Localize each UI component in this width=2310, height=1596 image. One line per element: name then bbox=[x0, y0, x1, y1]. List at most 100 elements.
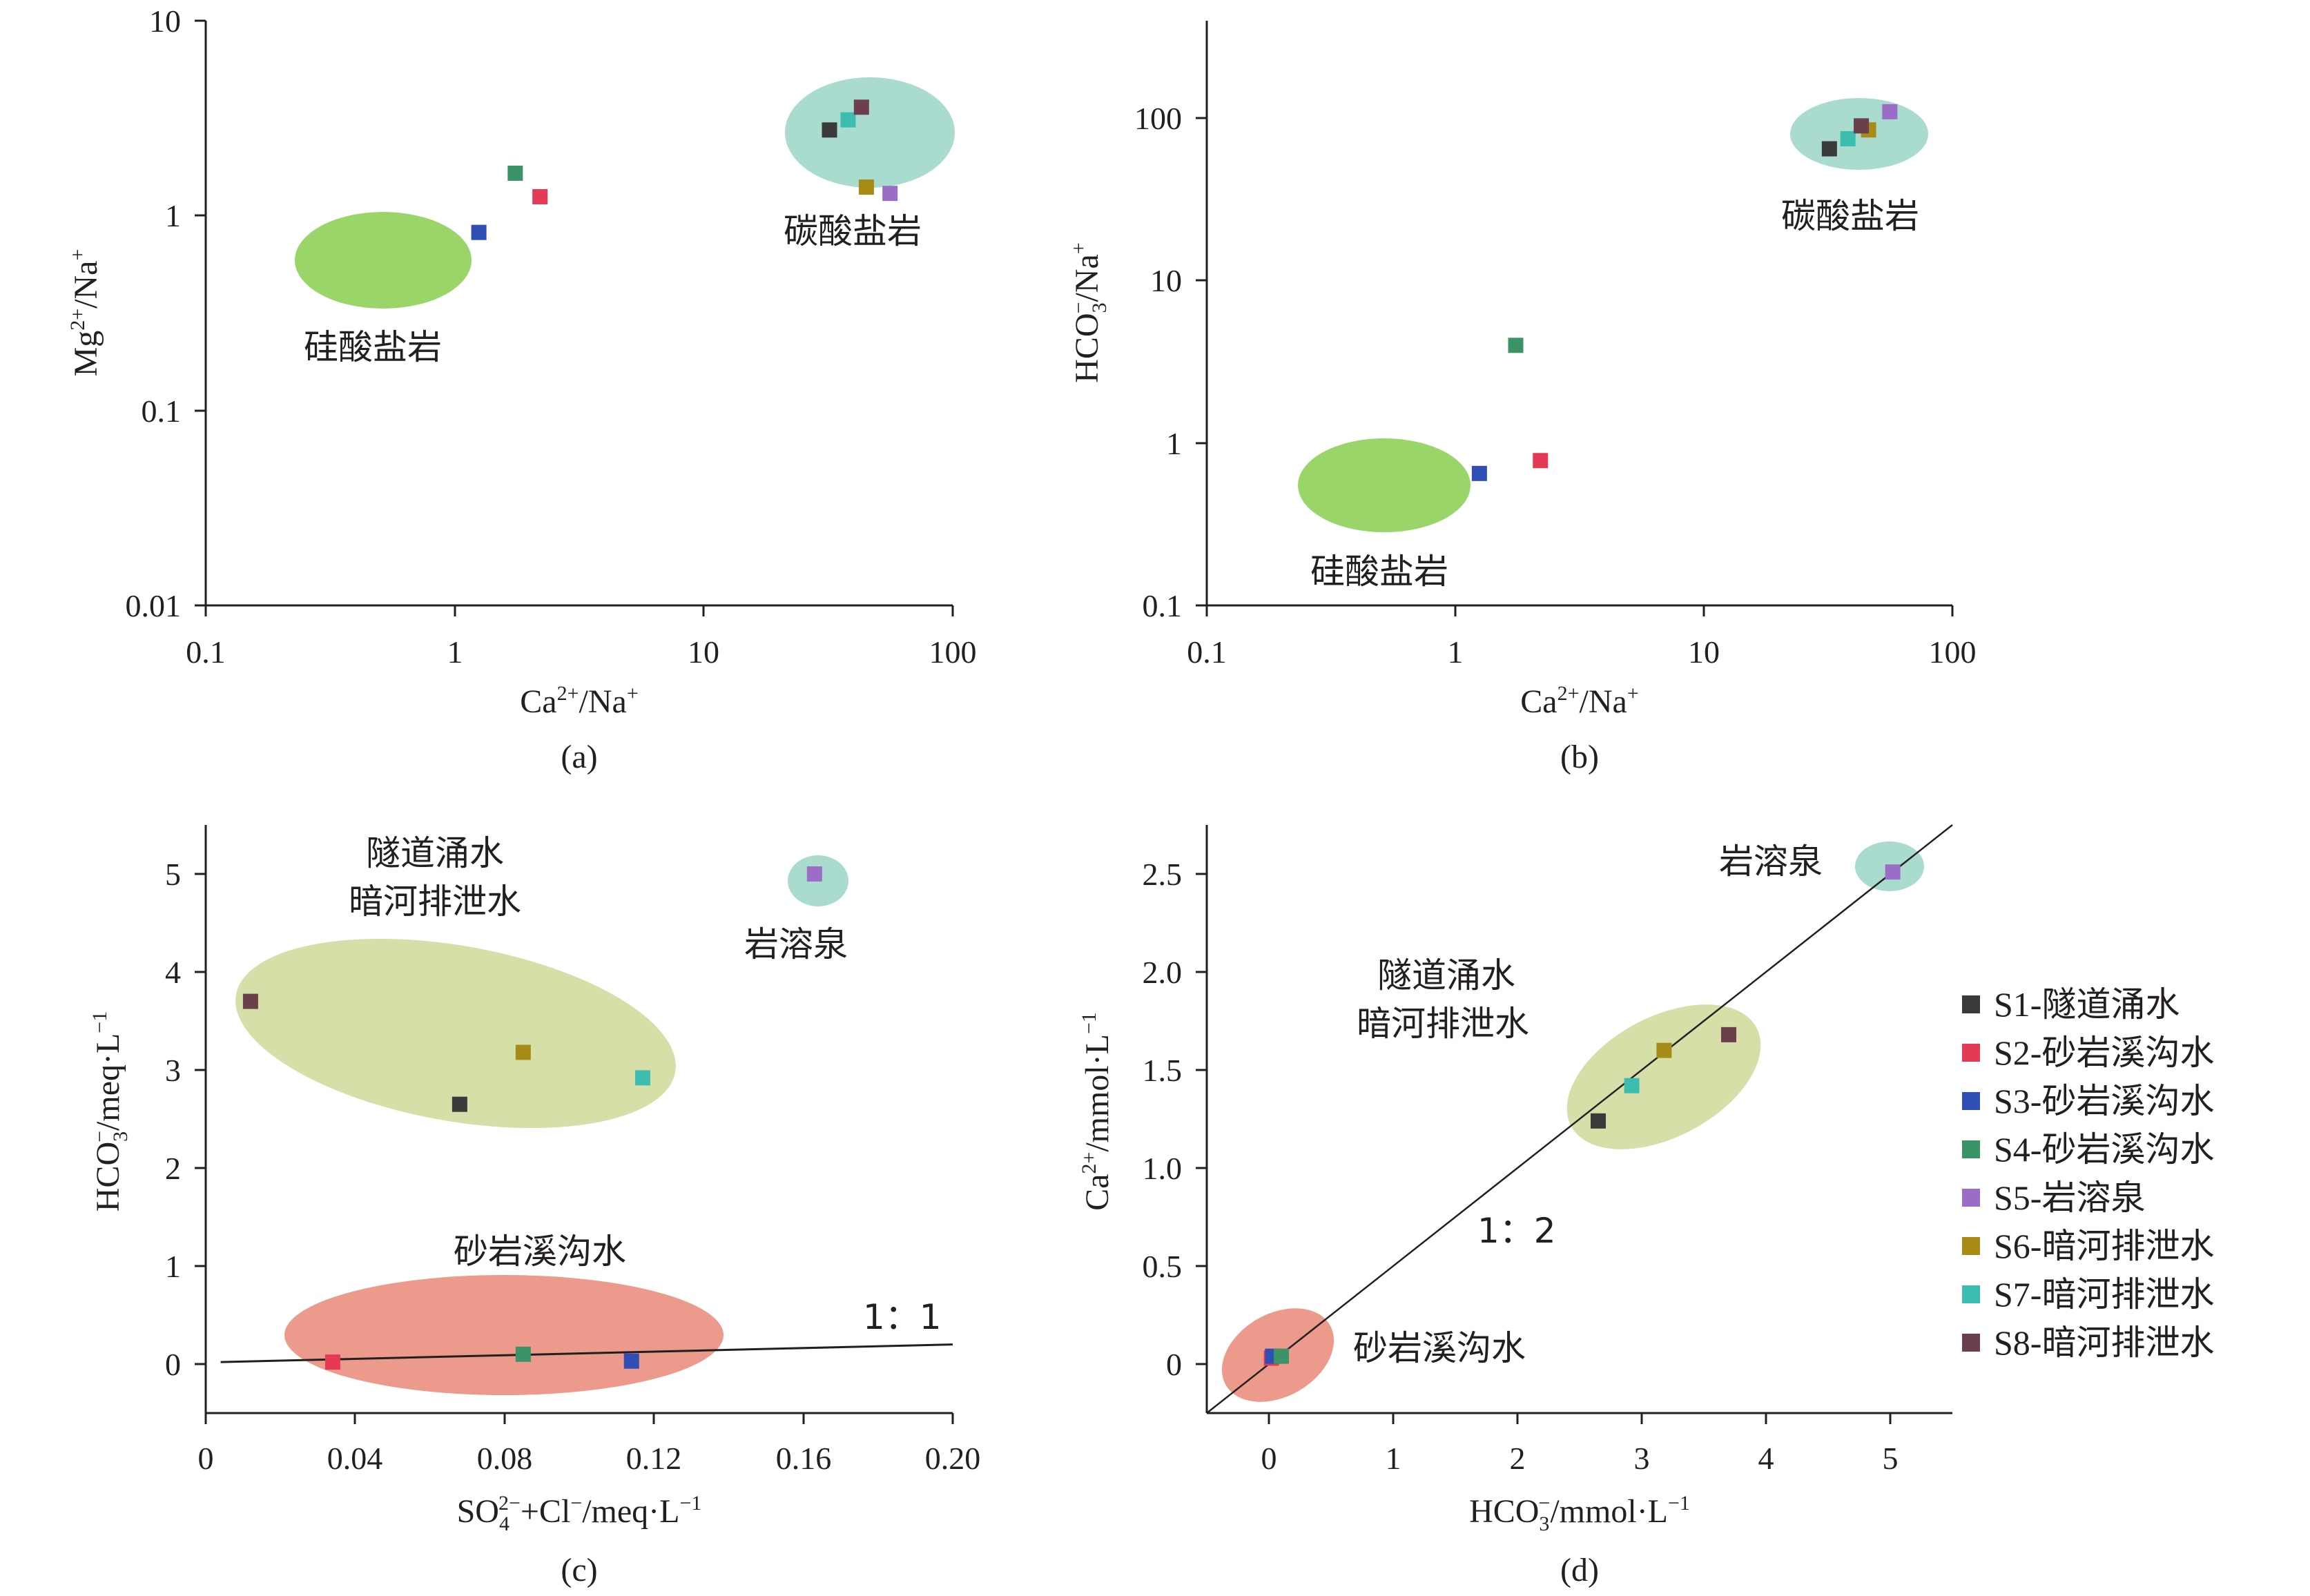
sandstone-region-c bbox=[284, 1275, 724, 1395]
panel-a-points bbox=[471, 99, 898, 240]
data-point-s3 bbox=[1471, 465, 1487, 481]
panel-d-x-tick-label: 4 bbox=[1758, 1441, 1774, 1476]
data-point-s5 bbox=[882, 186, 898, 202]
panel-c-x-axis-label: SO42−+Cl−/meq·L−1 bbox=[457, 1492, 702, 1535]
panel-b-y-tick-label: 100 bbox=[1134, 101, 1182, 136]
panel-a-y-tick-label: 10 bbox=[149, 3, 181, 39]
data-point-s6 bbox=[515, 1044, 531, 1060]
panel-b-y-tick-label: 0.1 bbox=[1143, 588, 1183, 623]
carbonate-label-b: 碳酸盐岩 bbox=[1781, 196, 1919, 236]
panel-b: 碳酸盐岩 硅酸盐岩 0.1 1 10 100 0.1 1 10 100 Ca2+… bbox=[1067, 21, 1977, 775]
panel-b-x-tick-label: 100 bbox=[1929, 634, 1977, 670]
panel-d: 岩溶泉 隧道涌水 暗河排泄水 砂岩溪沟水 1：2 0 1 2 3 4 5 0 bbox=[1078, 824, 1953, 1588]
panel-c-points bbox=[242, 866, 822, 1370]
data-point-s1 bbox=[822, 122, 837, 138]
panel-b-points bbox=[1471, 104, 1898, 481]
legend-label: S5-岩溶泉 bbox=[1994, 1178, 2145, 1217]
panel-b-x-tick-label: 0.1 bbox=[1187, 634, 1227, 670]
panel-c-x-tick-label: 0 bbox=[198, 1441, 214, 1476]
panel-b-regions: 碳酸盐岩 硅酸盐岩 bbox=[1298, 98, 1928, 592]
sandstone-label-c: 砂岩溪沟水 bbox=[454, 1232, 626, 1272]
legend-item-s3: S3-砂岩溪沟水 bbox=[1962, 1082, 2214, 1120]
panel-c-y-tick-label: 4 bbox=[165, 955, 181, 990]
karst-label-d: 岩溶泉 bbox=[1719, 841, 1823, 882]
legend-item-s6: S6-暗河排泄水 bbox=[1962, 1227, 2214, 1265]
legend-swatch bbox=[1962, 1189, 1980, 1207]
data-point-s8 bbox=[1854, 118, 1870, 134]
data-point-s8 bbox=[242, 993, 258, 1009]
data-point-s2 bbox=[324, 1354, 340, 1370]
legend-label: S3-砂岩溪沟水 bbox=[1994, 1082, 2214, 1120]
legend-swatch bbox=[1962, 1044, 1980, 1062]
river-label-d: 暗河排泄水 bbox=[1357, 1004, 1529, 1044]
data-point-s7 bbox=[1840, 130, 1856, 146]
legend-swatch bbox=[1962, 1285, 1980, 1303]
silicate-region-b bbox=[1298, 438, 1471, 532]
tunnel-label-d: 隧道涌水 bbox=[1377, 955, 1515, 995]
panel-c-y-tick-label: 3 bbox=[165, 1053, 181, 1088]
panel-d-y-tick-label: 0.5 bbox=[1143, 1249, 1183, 1284]
panel-c-x-tick-label: 0.04 bbox=[327, 1441, 383, 1476]
panel-b-ticks bbox=[1196, 117, 1954, 616]
legend-item-s4: S4-砂岩溪沟水 bbox=[1962, 1130, 2214, 1169]
panel-d-x-tick-label: 2 bbox=[1510, 1441, 1526, 1476]
panel-a-x-axis-label: Ca2+/Na+ bbox=[520, 682, 638, 720]
panel-a-x-tick-label: 0.1 bbox=[186, 634, 226, 670]
river-label-c: 暗河排泄水 bbox=[349, 882, 521, 922]
panel-a-y-axis-label: Mg2+/Na+ bbox=[66, 249, 104, 377]
panel-c-y-tick-label: 1 bbox=[165, 1249, 181, 1284]
data-point-s4 bbox=[1274, 1348, 1289, 1364]
carbonate-region-a bbox=[785, 77, 955, 188]
legend-item-s8: S8-暗河排泄水 bbox=[1962, 1323, 2214, 1362]
tunnel-river-region-c bbox=[235, 938, 676, 1129]
data-point-s8 bbox=[1721, 1026, 1736, 1042]
data-point-s7 bbox=[1624, 1078, 1640, 1093]
panel-d-caption: (d) bbox=[1560, 1552, 1599, 1588]
data-point-s2 bbox=[532, 188, 548, 204]
data-point-s4 bbox=[507, 165, 523, 181]
data-point-s4 bbox=[1508, 338, 1524, 353]
panel-a-x-tick-label: 1 bbox=[447, 634, 463, 670]
panel-c-caption: (c) bbox=[561, 1552, 597, 1588]
data-point-s3 bbox=[623, 1353, 639, 1369]
panel-a-caption: (a) bbox=[561, 739, 597, 775]
data-point-s5 bbox=[1882, 104, 1898, 119]
ratio-label-c: 1：1 bbox=[863, 1297, 942, 1337]
panel-c-y-tick-label: 5 bbox=[165, 857, 181, 892]
carbonate-region-b bbox=[1790, 98, 1928, 170]
legend-item-s5: S5-岩溶泉 bbox=[1962, 1178, 2145, 1217]
legend-item-s7: S7-暗河排泄水 bbox=[1962, 1275, 2214, 1314]
panel-a-y-tick-label: 0.01 bbox=[126, 588, 182, 623]
data-point-s6 bbox=[1656, 1042, 1672, 1058]
legend-label: S8-暗河排泄水 bbox=[1994, 1323, 2214, 1362]
panel-a-y-tick-label: 1 bbox=[165, 198, 181, 233]
panel-d-regions: 岩溶泉 隧道涌水 暗河排泄水 砂岩溪沟水 1：2 bbox=[1206, 824, 1953, 1414]
panel-c-x-tick-label: 0.20 bbox=[925, 1441, 981, 1476]
panel-d-x-tick-label: 0 bbox=[1261, 1441, 1277, 1476]
silicate-label-b: 硅酸盐岩 bbox=[1310, 552, 1448, 592]
data-point-s5 bbox=[1885, 864, 1901, 880]
panel-c: 岩溶泉 隧道涌水 暗河排泄水 砂岩溪沟水 1：1 0 0.04 0.08 0.1… bbox=[88, 825, 980, 1588]
panel-a-ticks bbox=[195, 19, 954, 616]
legend-swatch bbox=[1962, 1237, 1980, 1255]
panel-c-regions: 岩溶泉 隧道涌水 暗河排泄水 砂岩溪沟水 1：1 bbox=[220, 833, 953, 1395]
panel-b-y-axis-label: HCO3−/Na+ bbox=[1067, 242, 1111, 383]
data-point-s7 bbox=[840, 112, 856, 128]
panel-d-x-axis-label: HCO3−/mmol·L−1 bbox=[1469, 1492, 1690, 1535]
tunnel-river-region-d bbox=[1566, 1004, 1761, 1149]
panel-b-y-tick-label: 1 bbox=[1166, 426, 1182, 461]
panel-d-y-tick-label: 0 bbox=[1166, 1347, 1182, 1382]
data-point-s5 bbox=[806, 866, 822, 882]
panel-d-ticks bbox=[1196, 873, 1892, 1424]
legend-label: S6-暗河排泄水 bbox=[1994, 1227, 2214, 1265]
panel-c-y-tick-label: 2 bbox=[165, 1151, 181, 1186]
panel-d-y-tick-label: 2.0 bbox=[1143, 955, 1183, 990]
panel-d-x-tick-label: 1 bbox=[1386, 1441, 1401, 1476]
panel-a-x-tick-label: 100 bbox=[929, 634, 977, 670]
panel-c-ratio-line bbox=[220, 1343, 953, 1363]
legend-label: S2-砂岩溪沟水 bbox=[1994, 1033, 2214, 1072]
panel-a-regions: 碳酸盐岩 硅酸盐岩 bbox=[295, 77, 955, 367]
panel-c-x-tick-label: 0.12 bbox=[626, 1441, 682, 1476]
panel-c-y-tick-label: 0 bbox=[165, 1347, 181, 1382]
